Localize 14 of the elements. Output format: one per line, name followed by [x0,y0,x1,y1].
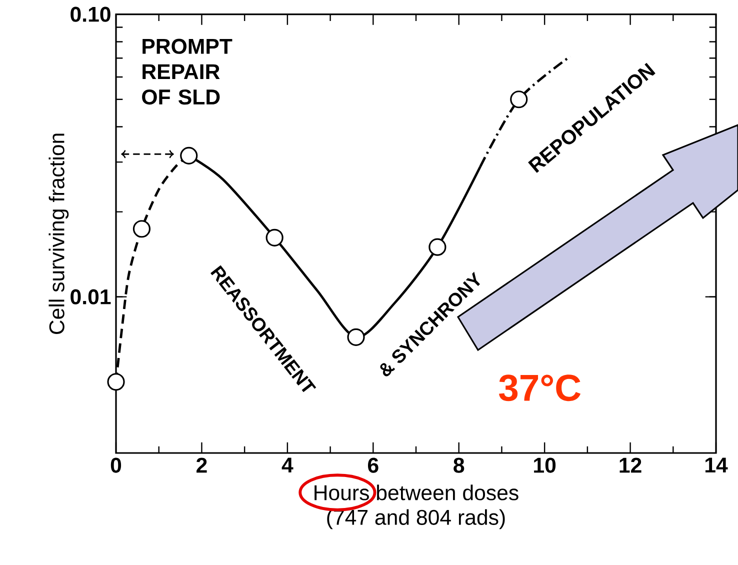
x-tick-label: 2 [196,458,207,473]
x-tick-label: 8 [454,458,464,473]
annotation: 37°C [499,374,581,402]
x-tick-label: 10 [534,458,556,473]
y-axis-title: Cell surviving fraction [48,134,69,334]
x-tick-label: 0 [110,458,122,473]
x-axis-title: Hours between doses [314,484,518,500]
x-tick-label: 4 [282,458,294,472]
x-tick-label: 12 [620,458,642,473]
y-tick-label: 0.01 [70,289,111,304]
annotation: PROMPT REPAIR OF SLD [142,38,232,105]
x-tick-label: 6 [368,458,378,473]
x-tick-label: 14 [705,458,728,472]
y-tick-label: 0.10 [70,6,110,22]
